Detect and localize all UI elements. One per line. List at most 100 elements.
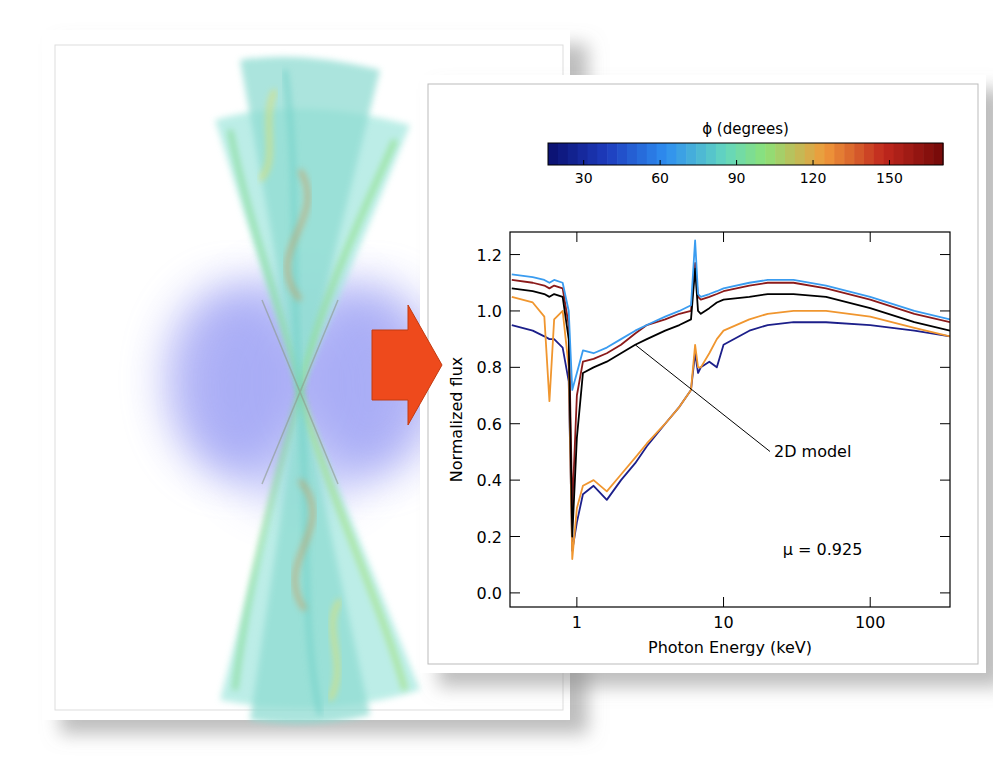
y-tick-label: 1.2	[477, 246, 502, 265]
x-tick-label: 1	[572, 613, 582, 632]
figure: ϕ (degrees)3060901201501101000.00.20.40.…	[0, 0, 993, 768]
colorbar-step	[568, 143, 578, 165]
colorbar: ϕ (degrees)306090120150	[548, 120, 944, 186]
x-tick	[723, 597, 724, 607]
x-tick	[576, 597, 577, 607]
colorbar-step	[736, 143, 746, 165]
y-tick	[940, 254, 950, 255]
series-line	[512, 269, 950, 537]
y-tick	[510, 310, 520, 311]
colorbar-step	[597, 143, 607, 165]
y-axis-title: Normalized flux	[447, 357, 466, 483]
colorbar-step	[795, 143, 805, 165]
colorbar-step	[607, 143, 617, 165]
colorbar-tick-label: 90	[728, 170, 746, 186]
colorbar-step	[706, 143, 716, 165]
series-line	[512, 263, 950, 508]
right-frame	[428, 84, 978, 664]
colorbar-step	[647, 143, 657, 165]
colorbar-step	[864, 143, 874, 165]
colorbar-tick-label: 120	[800, 170, 827, 186]
x-tick	[723, 232, 724, 242]
colorbar-frame	[548, 143, 943, 165]
series-label: 2D model	[774, 442, 851, 461]
colorbar-step	[825, 143, 835, 165]
plot-data	[512, 240, 950, 559]
colorbar-step	[627, 143, 637, 165]
colorbar-step	[854, 143, 864, 165]
colorbar-step	[746, 143, 756, 165]
colorbar-step	[726, 143, 736, 165]
colorbar-step	[834, 143, 844, 165]
jet-edge	[262, 300, 338, 484]
y-tick	[510, 536, 520, 537]
annotations: 2D model μ = 0.925	[635, 345, 862, 559]
jet-streak	[235, 392, 300, 690]
y-tick	[510, 423, 520, 424]
y-tick-label: 0.2	[477, 528, 502, 547]
colorbar-step	[805, 143, 815, 165]
colorbar-step	[696, 143, 706, 165]
y-tick	[940, 592, 950, 593]
y-tick	[510, 254, 520, 255]
jet-streak	[287, 170, 307, 300]
jet-streak	[260, 90, 275, 180]
y-tick	[510, 480, 520, 481]
colorbar-tick	[889, 160, 890, 165]
colorbar-step	[815, 143, 825, 165]
colorbar-tick	[583, 160, 584, 165]
colorbar-step	[884, 143, 894, 165]
colorbar-step	[874, 143, 884, 165]
x-tick	[870, 232, 871, 242]
jet-streak	[300, 392, 405, 690]
series-line	[512, 240, 950, 389]
colorbar-step	[676, 143, 686, 165]
right-card	[420, 75, 986, 673]
colorbar-step	[637, 143, 647, 165]
y-tick	[940, 423, 950, 424]
annotation: μ = 0.925	[783, 540, 863, 559]
colorbar-step	[548, 143, 558, 165]
colorbar-step	[775, 143, 785, 165]
x-tick	[576, 232, 577, 242]
jet-streak	[330, 600, 340, 700]
y-tick	[510, 592, 520, 593]
colorbar-step	[913, 143, 923, 165]
arrow	[372, 305, 442, 425]
y-tick	[940, 367, 950, 368]
colorbar-step	[588, 143, 598, 165]
colorbar-tick-label: 150	[876, 170, 903, 186]
x-tick-label: 10	[713, 613, 733, 632]
colorbar-step	[765, 143, 775, 165]
plot-frame	[510, 232, 950, 607]
y-tick-label: 0.0	[477, 584, 502, 603]
colorbar-step	[578, 143, 588, 165]
colorbar-step	[785, 143, 795, 165]
colorbar-tick-label: 30	[575, 170, 593, 186]
colorbar-step	[686, 143, 696, 165]
colorbar-tick	[736, 160, 737, 165]
jet-streak	[295, 480, 313, 610]
leader-line	[635, 345, 770, 452]
colorbar-step	[755, 143, 765, 165]
colorbar-tick-label: 60	[651, 170, 669, 186]
colorbar-step	[933, 143, 943, 165]
colorbar-step	[657, 143, 667, 165]
x-axis-title: Photon Energy (keV)	[648, 638, 812, 657]
y-tick-label: 0.4	[477, 471, 502, 490]
colorbar-tick	[660, 160, 661, 165]
colorbar-tick	[813, 160, 814, 165]
plot-bg	[510, 232, 950, 607]
y-tick	[940, 310, 950, 311]
colorbar-step	[894, 143, 904, 165]
y-tick	[940, 480, 950, 481]
y-tick	[940, 536, 950, 537]
colorbar-step	[667, 143, 677, 165]
jet	[250, 392, 370, 724]
axes: 1101000.00.20.40.60.81.01.2Photon Energy…	[447, 232, 950, 657]
colorbar-step	[844, 143, 854, 165]
y-tick	[510, 367, 520, 368]
y-tick-label: 0.6	[477, 415, 502, 434]
y-tick-label: 1.0	[477, 302, 502, 321]
colorbar-step	[716, 143, 726, 165]
